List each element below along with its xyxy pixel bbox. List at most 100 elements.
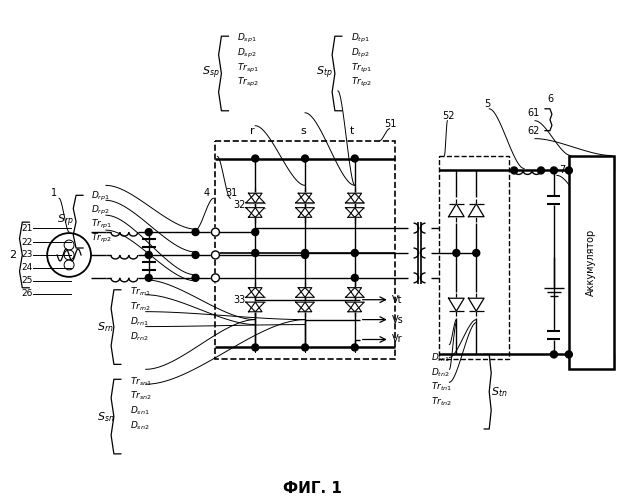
Polygon shape bbox=[296, 193, 314, 203]
Circle shape bbox=[192, 274, 199, 281]
Text: $Tr_{tp2}$: $Tr_{tp2}$ bbox=[351, 76, 372, 90]
Text: $Tr_{tn2}$: $Tr_{tn2}$ bbox=[431, 396, 452, 408]
Text: $Tr_{rp2}$: $Tr_{rp2}$ bbox=[91, 232, 112, 244]
Text: $Tr_{sp1}$: $Tr_{sp1}$ bbox=[238, 62, 259, 74]
Polygon shape bbox=[449, 204, 464, 216]
Text: $Tr_{rp1}$: $Tr_{rp1}$ bbox=[91, 218, 112, 230]
Polygon shape bbox=[348, 302, 362, 312]
Circle shape bbox=[301, 250, 309, 256]
Circle shape bbox=[301, 155, 309, 162]
Text: 31: 31 bbox=[226, 188, 238, 198]
Circle shape bbox=[566, 351, 572, 358]
Text: Vs: Vs bbox=[392, 314, 403, 324]
Circle shape bbox=[301, 252, 309, 258]
Polygon shape bbox=[346, 302, 364, 312]
Text: s: s bbox=[300, 126, 306, 136]
Text: ФИГ. 1: ФИГ. 1 bbox=[282, 481, 341, 496]
Circle shape bbox=[211, 228, 219, 236]
Polygon shape bbox=[296, 302, 314, 312]
Text: $S_{tp}$: $S_{tp}$ bbox=[316, 65, 332, 81]
Circle shape bbox=[551, 167, 558, 174]
Polygon shape bbox=[249, 288, 262, 298]
Text: $D_{sn1}$: $D_{sn1}$ bbox=[130, 405, 149, 417]
Polygon shape bbox=[296, 288, 314, 298]
Circle shape bbox=[301, 344, 309, 351]
Text: $D_{rp2}$: $D_{rp2}$ bbox=[91, 204, 110, 217]
Text: $D_{tp2}$: $D_{tp2}$ bbox=[351, 46, 369, 60]
Text: 24: 24 bbox=[21, 264, 32, 272]
Polygon shape bbox=[246, 288, 264, 298]
Polygon shape bbox=[346, 288, 364, 298]
Circle shape bbox=[351, 274, 358, 281]
Circle shape bbox=[551, 351, 558, 358]
Polygon shape bbox=[249, 302, 262, 312]
Text: $D_{tn1}$: $D_{tn1}$ bbox=[431, 351, 451, 364]
Text: 6: 6 bbox=[547, 94, 553, 104]
Text: $S_{rp}$: $S_{rp}$ bbox=[57, 213, 74, 230]
Polygon shape bbox=[348, 208, 362, 218]
Text: $D_{sn2}$: $D_{sn2}$ bbox=[130, 420, 149, 432]
Circle shape bbox=[145, 228, 152, 235]
Polygon shape bbox=[246, 193, 264, 203]
Polygon shape bbox=[346, 208, 364, 218]
Text: 23: 23 bbox=[21, 250, 32, 260]
Polygon shape bbox=[449, 298, 464, 311]
Circle shape bbox=[252, 344, 259, 351]
Text: $D_{rn1}$: $D_{rn1}$ bbox=[130, 316, 149, 328]
Bar bbox=[569, 156, 614, 370]
Text: 52: 52 bbox=[442, 111, 455, 120]
Text: $D_{sp1}$: $D_{sp1}$ bbox=[238, 32, 257, 44]
Text: $D_{rn2}$: $D_{rn2}$ bbox=[130, 330, 149, 343]
Circle shape bbox=[453, 250, 460, 256]
Text: $D_{tn2}$: $D_{tn2}$ bbox=[431, 366, 450, 378]
Text: $Tr_{rn1}$: $Tr_{rn1}$ bbox=[130, 286, 151, 298]
Circle shape bbox=[472, 250, 480, 256]
Bar bbox=[216, 140, 394, 360]
Text: $S_{rn}$: $S_{rn}$ bbox=[97, 320, 114, 334]
Circle shape bbox=[192, 228, 199, 235]
Circle shape bbox=[211, 251, 219, 259]
Circle shape bbox=[566, 167, 572, 174]
Polygon shape bbox=[249, 193, 262, 203]
Polygon shape bbox=[298, 302, 312, 312]
Circle shape bbox=[252, 155, 259, 162]
Text: Vt: Vt bbox=[392, 294, 402, 304]
Circle shape bbox=[252, 228, 259, 235]
Text: 4: 4 bbox=[204, 188, 209, 198]
Polygon shape bbox=[249, 208, 262, 218]
Polygon shape bbox=[246, 208, 264, 218]
Text: $S_{tn}$: $S_{tn}$ bbox=[491, 386, 508, 399]
Circle shape bbox=[351, 250, 358, 256]
Text: 7: 7 bbox=[559, 166, 565, 175]
Circle shape bbox=[145, 252, 152, 258]
Text: 22: 22 bbox=[21, 238, 32, 246]
Text: $S_{sn}$: $S_{sn}$ bbox=[97, 410, 114, 424]
Text: 5: 5 bbox=[484, 99, 491, 109]
Text: 32: 32 bbox=[233, 200, 246, 210]
Text: t: t bbox=[350, 126, 354, 136]
Text: $S_{sp}$: $S_{sp}$ bbox=[202, 65, 220, 81]
Circle shape bbox=[145, 274, 152, 281]
Polygon shape bbox=[298, 208, 312, 218]
Text: 1: 1 bbox=[51, 188, 58, 198]
Polygon shape bbox=[348, 288, 362, 298]
Text: 21: 21 bbox=[21, 224, 32, 232]
Bar bbox=[439, 156, 509, 360]
Text: $Tr_{tp1}$: $Tr_{tp1}$ bbox=[351, 62, 372, 74]
Circle shape bbox=[511, 167, 518, 174]
Text: r: r bbox=[250, 126, 255, 136]
Circle shape bbox=[538, 167, 544, 174]
Polygon shape bbox=[469, 298, 484, 311]
Polygon shape bbox=[246, 302, 264, 312]
Text: 25: 25 bbox=[21, 276, 32, 285]
Text: 51: 51 bbox=[384, 118, 397, 128]
Polygon shape bbox=[296, 208, 314, 218]
Text: 26: 26 bbox=[21, 290, 32, 298]
Text: 2: 2 bbox=[9, 250, 16, 260]
Text: $D_{tp1}$: $D_{tp1}$ bbox=[351, 32, 370, 44]
Text: Vr: Vr bbox=[392, 334, 402, 344]
Text: $Tr_{sp2}$: $Tr_{sp2}$ bbox=[238, 76, 259, 90]
Circle shape bbox=[252, 250, 259, 256]
Polygon shape bbox=[469, 204, 484, 216]
Polygon shape bbox=[298, 193, 312, 203]
